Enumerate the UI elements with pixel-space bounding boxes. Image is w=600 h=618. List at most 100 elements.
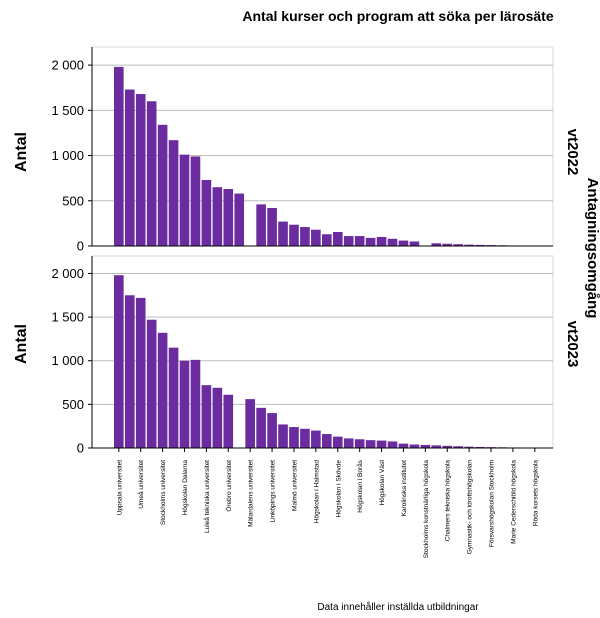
bar-vt2022-14 <box>267 208 277 246</box>
bar-vt2022-15 <box>278 221 288 246</box>
bar-vt2023-12 <box>245 399 255 448</box>
bar-vt2022-31 <box>453 244 463 246</box>
y-tick-label: 1 000 <box>51 148 84 163</box>
y-axis-label-vt2022: Antal <box>13 132 30 172</box>
bar-vt2023-14 <box>267 413 277 448</box>
y-tick-label: 0 <box>77 239 84 254</box>
bar-vt2023-2 <box>135 297 146 448</box>
x-tick-label: Chalmers tekniska högskola <box>445 460 452 542</box>
bar-vt2023-27 <box>409 444 420 448</box>
y-tick-label: 0 <box>77 441 84 456</box>
x-tick-label: Högskolan Dalarna <box>182 460 189 516</box>
facet-group-label: Antagningsomgång <box>584 178 600 319</box>
bar-vt2023-3 <box>146 319 157 448</box>
bar-vt2023-26 <box>398 443 409 448</box>
bar-vt2023-21 <box>343 438 354 448</box>
bar-vt2023-17 <box>300 428 310 448</box>
x-tick-label: Uppsala universitet <box>116 460 123 515</box>
bar-vt2022-23 <box>365 237 376 246</box>
x-tick-label: Karolinska institutet <box>401 460 408 517</box>
bar-vt2023-24 <box>376 440 387 448</box>
x-tick-label: Stockholms universitet <box>160 460 167 525</box>
bar-vt2023-19 <box>322 434 332 448</box>
x-tick-label: Marie Cederschiöld högskola <box>510 460 517 544</box>
bar-vt2022-4 <box>157 124 168 246</box>
bar-vt2023-5 <box>168 347 179 448</box>
y-tick-label: 1 500 <box>51 310 84 325</box>
x-tick-label: Linköpings universitet <box>270 460 277 523</box>
bar-vt2022-18 <box>311 229 321 246</box>
bar-vt2023-4 <box>157 332 168 448</box>
bar-vt2022-7 <box>190 156 201 246</box>
y-tick-label: 2 000 <box>51 58 84 73</box>
bar-vt2022-2 <box>135 94 146 246</box>
bar-vt2022-11 <box>234 193 245 246</box>
x-tick-label: Försvarshögskolan Stockholm <box>489 460 496 547</box>
facet-label-vt2023: vt2023 <box>564 321 581 368</box>
bar-vt2022-3 <box>146 101 157 247</box>
x-tick-label: Högskolan Väst <box>379 460 386 506</box>
bar-vt2022-32 <box>464 244 474 246</box>
bar-vt2023-31 <box>453 446 463 448</box>
bar-vt2022-21 <box>343 236 354 246</box>
bar-vt2023-20 <box>332 436 343 448</box>
y-tick-label: 500 <box>62 193 84 208</box>
bar-vt2022-10 <box>223 189 234 246</box>
bar-vt2023-32 <box>464 446 474 448</box>
panel-vt2022: 0 500 1 000 1 500 2 000 <box>51 46 554 254</box>
bar-vt2023-1 <box>124 295 135 448</box>
bar-vt2022-5 <box>168 140 179 246</box>
bar-vt2022-30 <box>442 243 453 246</box>
x-tick-label: Malmö universitet <box>291 460 298 511</box>
bar-vt2022-16 <box>289 224 299 246</box>
x-axis-category-labels: Uppsala universitet Umeå universitet Stock… <box>116 448 539 558</box>
bar-vt2022-9 <box>212 187 223 246</box>
bar-vt2023-33 <box>475 446 485 448</box>
y-tick-label: 2 000 <box>51 266 84 281</box>
bar-vt2022-1 <box>124 89 135 246</box>
bar-vt2023-6 <box>179 360 190 448</box>
bar-vt2023-0 <box>114 275 124 448</box>
bar-vt2022-24 <box>376 236 387 246</box>
bar-vt2023-23 <box>365 440 376 448</box>
bar-vt2022-19 <box>322 234 332 246</box>
bar-vt2023-15 <box>278 424 288 448</box>
bar-vt2022-20 <box>332 231 343 246</box>
bar-vt2022-25 <box>387 238 398 246</box>
bar-vt2022-8 <box>201 179 212 246</box>
bar-vt2023-8 <box>201 385 212 448</box>
x-tick-label: Röda korsets högskola <box>532 460 539 527</box>
bar-vt2023-7 <box>190 359 201 448</box>
bar-vt2023-29 <box>431 445 442 448</box>
bar-vt2023-9 <box>212 387 223 448</box>
bar-vt2022-0 <box>114 66 124 247</box>
x-tick-label: Högskolan i Skövde <box>335 460 342 518</box>
bar-vt2023-18 <box>311 430 321 448</box>
x-tick-label: Gymnastik- och idrottshögskolan <box>467 460 474 555</box>
bar-vt2022-13 <box>256 204 266 246</box>
x-tick-label: Umeå universitet <box>137 460 145 509</box>
x-tick-label: Högskolan i Borås <box>356 459 364 512</box>
x-tick-label: Stockholms konstnärliga högskola <box>423 460 430 559</box>
panel-vt2023: 0 500 1 000 1 500 2 000 <box>51 255 554 456</box>
y-axis-label-vt2023: Antal <box>13 324 30 364</box>
x-tick-label: Luleå tekniska universitet <box>203 460 211 533</box>
bar-vt2023-13 <box>256 407 266 448</box>
bar-vt2022-17 <box>300 227 310 246</box>
bar-vt2023-22 <box>354 439 365 448</box>
x-tick-label: Högskolan i Halmstad <box>313 460 320 524</box>
bar-vt2023-30 <box>442 445 453 448</box>
x-tick-label: Örebro universitet <box>225 460 233 512</box>
bar-vt2023-10 <box>223 394 234 448</box>
bar-vt2022-29 <box>431 243 442 246</box>
chart-title: Antal kurser och program att söka per lä… <box>242 8 553 24</box>
y-tick-label: 1 000 <box>51 353 84 368</box>
bar-vt2023-28 <box>420 444 431 448</box>
bar-vt2023-25 <box>387 441 398 448</box>
bar-vt2022-6 <box>179 154 190 246</box>
footnote: Data innehåller inställda utbildningar <box>317 601 479 613</box>
x-tick-label: Mälardalens universitet <box>248 460 255 527</box>
facet-label-vt2022: vt2022 <box>564 129 581 176</box>
y-tick-label: 1 500 <box>51 103 84 118</box>
